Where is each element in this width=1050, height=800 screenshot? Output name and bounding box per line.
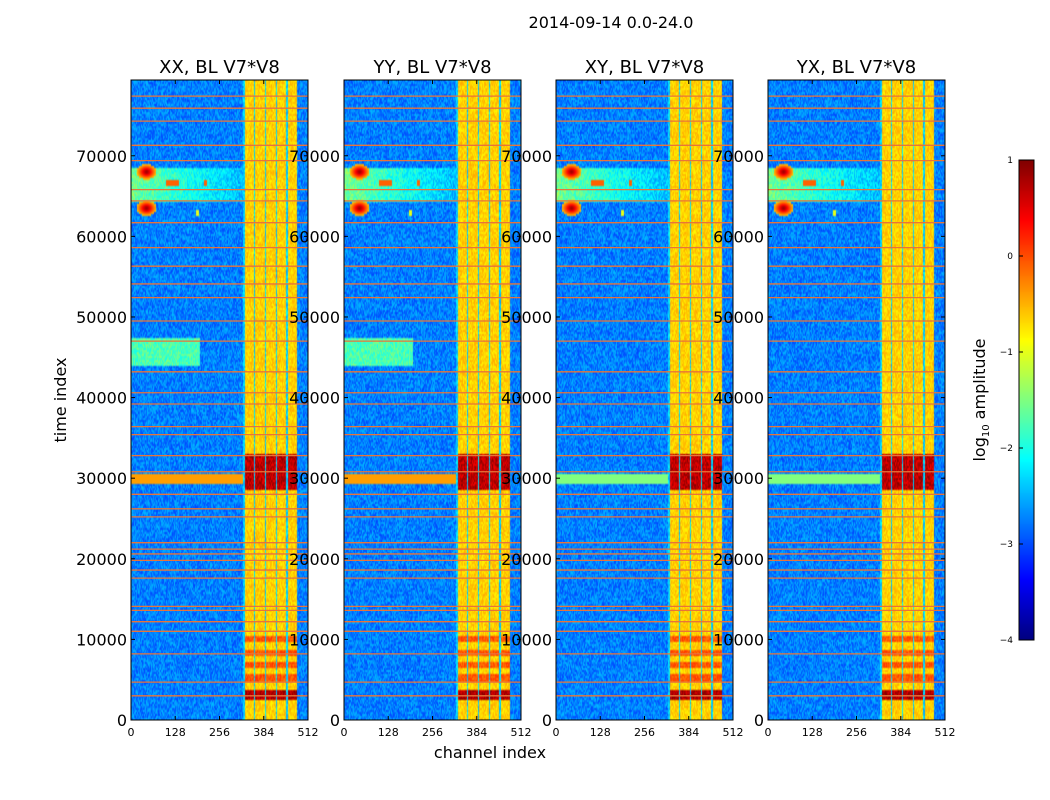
x-tick-label: 512 [935, 726, 956, 739]
x-tick-label: 128 [802, 726, 823, 739]
y-axis-label: time index [51, 357, 70, 442]
y-tick-label: 50000 [289, 308, 340, 327]
y-tick-label: 40000 [713, 389, 764, 408]
y-tick-label: 40000 [289, 389, 340, 408]
heatmap-image [556, 80, 733, 720]
panel-title: XX, BL V7*V8 [159, 57, 280, 78]
y-tick-label: 30000 [713, 469, 764, 488]
heatmap-panel: XY, BL V7*V8 0 128 256 384 512 0 10000 20000 3000… [501, 57, 743, 739]
x-tick-label: 0 [553, 726, 560, 739]
x-tick-label: 384 [890, 726, 911, 739]
heatmap-panel: YX, BL V7*V8 0 128 256 384 512 0 10000 20000 3000… [713, 57, 955, 739]
colorbar-tick-label: −2 [1000, 444, 1013, 454]
y-tick-label: 30000 [76, 469, 127, 488]
figure-suptitle: 2014-09-14 0.0-24.0 [529, 13, 694, 32]
y-tick-label: 40000 [501, 389, 552, 408]
y-tick-label: 40000 [76, 389, 127, 408]
y-tick-label: 10000 [713, 630, 764, 649]
x-tick-label: 512 [723, 726, 744, 739]
x-tick-label: 384 [678, 726, 699, 739]
panel-title: YY, BL V7*V8 [372, 57, 491, 78]
y-tick-label: 0 [330, 711, 340, 730]
y-tick-label: 70000 [289, 147, 340, 166]
y-tick-label: 60000 [76, 227, 127, 246]
heatmap-panel: XX, BL V7*V8 0 128 256 384 512 0 10000 20000 3000… [76, 57, 318, 739]
y-tick-label: 10000 [289, 630, 340, 649]
x-tick-label: 256 [634, 726, 655, 739]
x-tick-label: 512 [511, 726, 532, 739]
x-tick-label: 0 [765, 726, 772, 739]
x-tick-label: 256 [422, 726, 443, 739]
x-tick-label: 0 [341, 726, 348, 739]
x-tick-label: 128 [165, 726, 186, 739]
x-tick-label: 256 [209, 726, 230, 739]
colorbar-frame [1018, 159, 1035, 641]
heatmap-image [131, 80, 308, 720]
y-tick-label: 20000 [713, 550, 764, 569]
y-tick-label: 60000 [501, 227, 552, 246]
y-tick-label: 70000 [501, 147, 552, 166]
x-tick-label: 128 [590, 726, 611, 739]
colorbar-label: log10 amplitude [970, 338, 992, 461]
x-tick-label: 128 [378, 726, 399, 739]
y-tick-label: 0 [542, 711, 552, 730]
colorbar: 1 0 −1 −2 −3 −4 log10 amplitude [970, 156, 1035, 646]
y-tick-label: 30000 [501, 469, 552, 488]
y-tick-label: 30000 [289, 469, 340, 488]
y-tick-label: 20000 [501, 550, 552, 569]
y-tick-label: 50000 [501, 308, 552, 327]
x-tick-label: 384 [466, 726, 487, 739]
panel-title: YX, BL V7*V8 [796, 57, 916, 78]
y-tick-label: 10000 [76, 630, 127, 649]
colorbar-tick-label: −1 [1000, 348, 1013, 358]
y-tick-label: 50000 [76, 308, 127, 327]
x-tick-label: 384 [253, 726, 274, 739]
y-tick-label: 50000 [713, 308, 764, 327]
heatmap-image [768, 80, 945, 720]
colorbar-tick-label: 1 [1007, 156, 1013, 166]
y-tick-label: 70000 [76, 147, 127, 166]
y-tick-label: 20000 [289, 550, 340, 569]
colorbar-tick-label: 0 [1007, 252, 1013, 262]
x-tick-label: 256 [846, 726, 867, 739]
colorbar-tick-label: −3 [1000, 540, 1013, 550]
x-axis-label: channel index [434, 743, 546, 762]
x-tick-label: 512 [298, 726, 319, 739]
y-tick-label: 60000 [289, 227, 340, 246]
y-tick-label: 0 [754, 711, 764, 730]
colorbar-tick-label: −4 [1000, 636, 1014, 646]
panel-title: XY, BL V7*V8 [585, 57, 704, 78]
colorbar-gradient [1019, 160, 1034, 640]
heatmap-panel: YY, BL V7*V8 0 128 256 384 512 0 10000 20000 3000… [289, 57, 531, 739]
y-tick-label: 70000 [713, 147, 764, 166]
y-tick-label: 10000 [501, 630, 552, 649]
y-tick-label: 60000 [713, 227, 764, 246]
y-tick-label: 20000 [76, 550, 127, 569]
x-tick-label: 0 [128, 726, 135, 739]
heatmap-image [344, 80, 521, 720]
y-tick-label: 0 [117, 711, 127, 730]
